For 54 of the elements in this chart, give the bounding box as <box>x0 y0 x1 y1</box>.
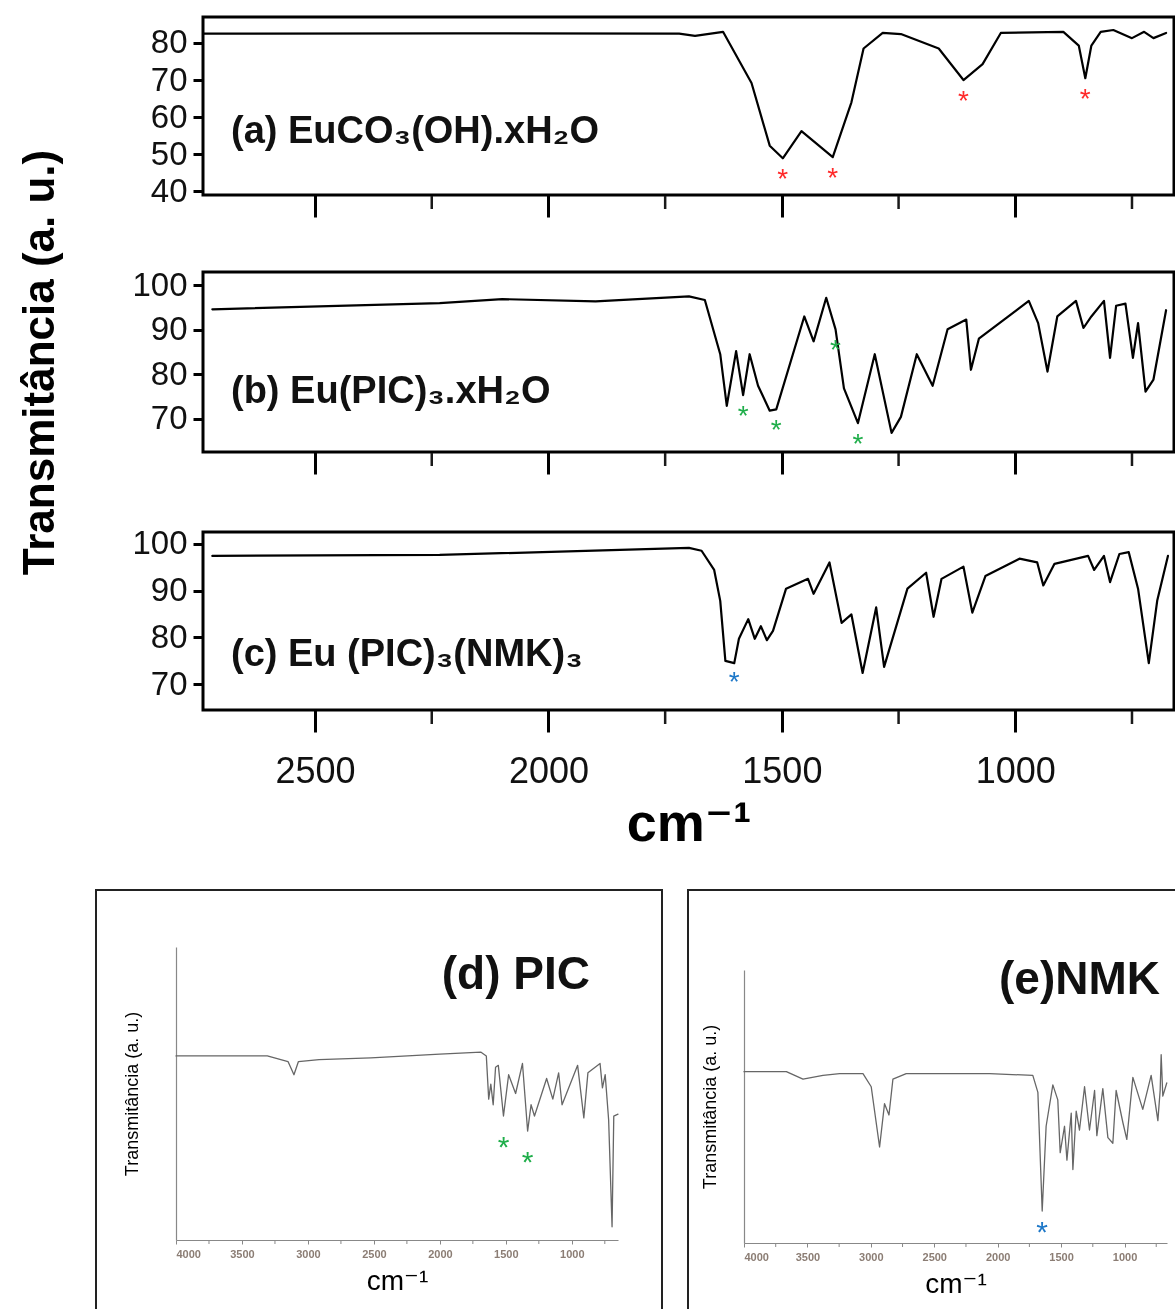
x-tick-label: 4000 <box>744 1250 769 1263</box>
annotation: * <box>728 666 740 698</box>
x-tick-label: 4000 <box>176 1247 201 1260</box>
y-tick-label: 90 <box>150 310 188 348</box>
text: (b) Eu(PIC)₃.xH₂O <box>231 369 551 411</box>
annotation: * <box>737 400 749 432</box>
x-tick-label: 1000 <box>975 749 1056 791</box>
annotation: * <box>770 414 782 446</box>
chart-title: (e)NMK <box>999 952 1160 1004</box>
x-tick-label: 2500 <box>922 1250 947 1263</box>
x-axis-title: cm⁻¹ <box>366 1264 429 1296</box>
y-tick-label: 80 <box>150 23 188 61</box>
y-tick-label: 100 <box>132 524 188 562</box>
annotation: * <box>827 162 839 194</box>
y-tick-label: 80 <box>150 354 188 392</box>
annotation: * <box>497 1130 510 1164</box>
x-tick-label: 2500 <box>362 1247 387 1260</box>
line-series <box>211 295 1168 434</box>
x-axis-title: cm⁻¹ <box>925 1267 987 1299</box>
x-axis-title: cm⁻¹ <box>626 791 752 852</box>
x-tick-label: 3500 <box>795 1250 821 1263</box>
y-axis-title: Transmitância (a. u.) <box>13 149 63 576</box>
x-tick-label: 2000 <box>428 1247 453 1260</box>
x-tick-label: 2500 <box>275 749 356 791</box>
y-tick-label: 90 <box>150 571 188 609</box>
chart-title: (d) PIC <box>441 947 590 999</box>
y-axis-title: Transmitância (a. u.) <box>699 1024 720 1190</box>
x-tick-label: 2000 <box>985 1250 1011 1263</box>
x-tick-label: 1500 <box>494 1247 519 1260</box>
y-tick-label: 40 <box>150 171 188 209</box>
x-tick-label: 3000 <box>296 1247 321 1260</box>
text: (c) Eu (PIC)₃(NMK)₃ <box>231 632 583 674</box>
x-tick-label: 1500 <box>742 749 823 791</box>
y-axis-title: Transmitância (a. u.) <box>121 1011 142 1177</box>
x-tick-label: 1000 <box>1112 1250 1138 1263</box>
x-tick-label: 3500 <box>230 1247 255 1260</box>
annotation: * <box>1036 1214 1049 1248</box>
y-tick-label: 70 <box>150 664 188 702</box>
x-tick-label: 2000 <box>508 749 589 791</box>
annotation: * <box>521 1145 534 1179</box>
x-tick-label: 1500 <box>1049 1250 1074 1263</box>
y-tick-label: 70 <box>150 60 188 98</box>
x-tick-label: 3000 <box>859 1250 884 1263</box>
y-tick-label: 50 <box>150 134 188 172</box>
annotation: * <box>852 428 864 460</box>
y-tick-label: 80 <box>150 617 188 655</box>
text: (a) EuCO₃(OH).xH₂O <box>231 109 600 151</box>
x-tick-label: 1000 <box>560 1247 585 1260</box>
y-tick-label: 60 <box>150 97 188 135</box>
y-tick-label: 70 <box>150 399 188 437</box>
annotation: * <box>1079 83 1091 115</box>
annotation: * <box>777 163 789 195</box>
annotation: * <box>958 85 970 117</box>
y-tick-label: 100 <box>132 265 188 303</box>
